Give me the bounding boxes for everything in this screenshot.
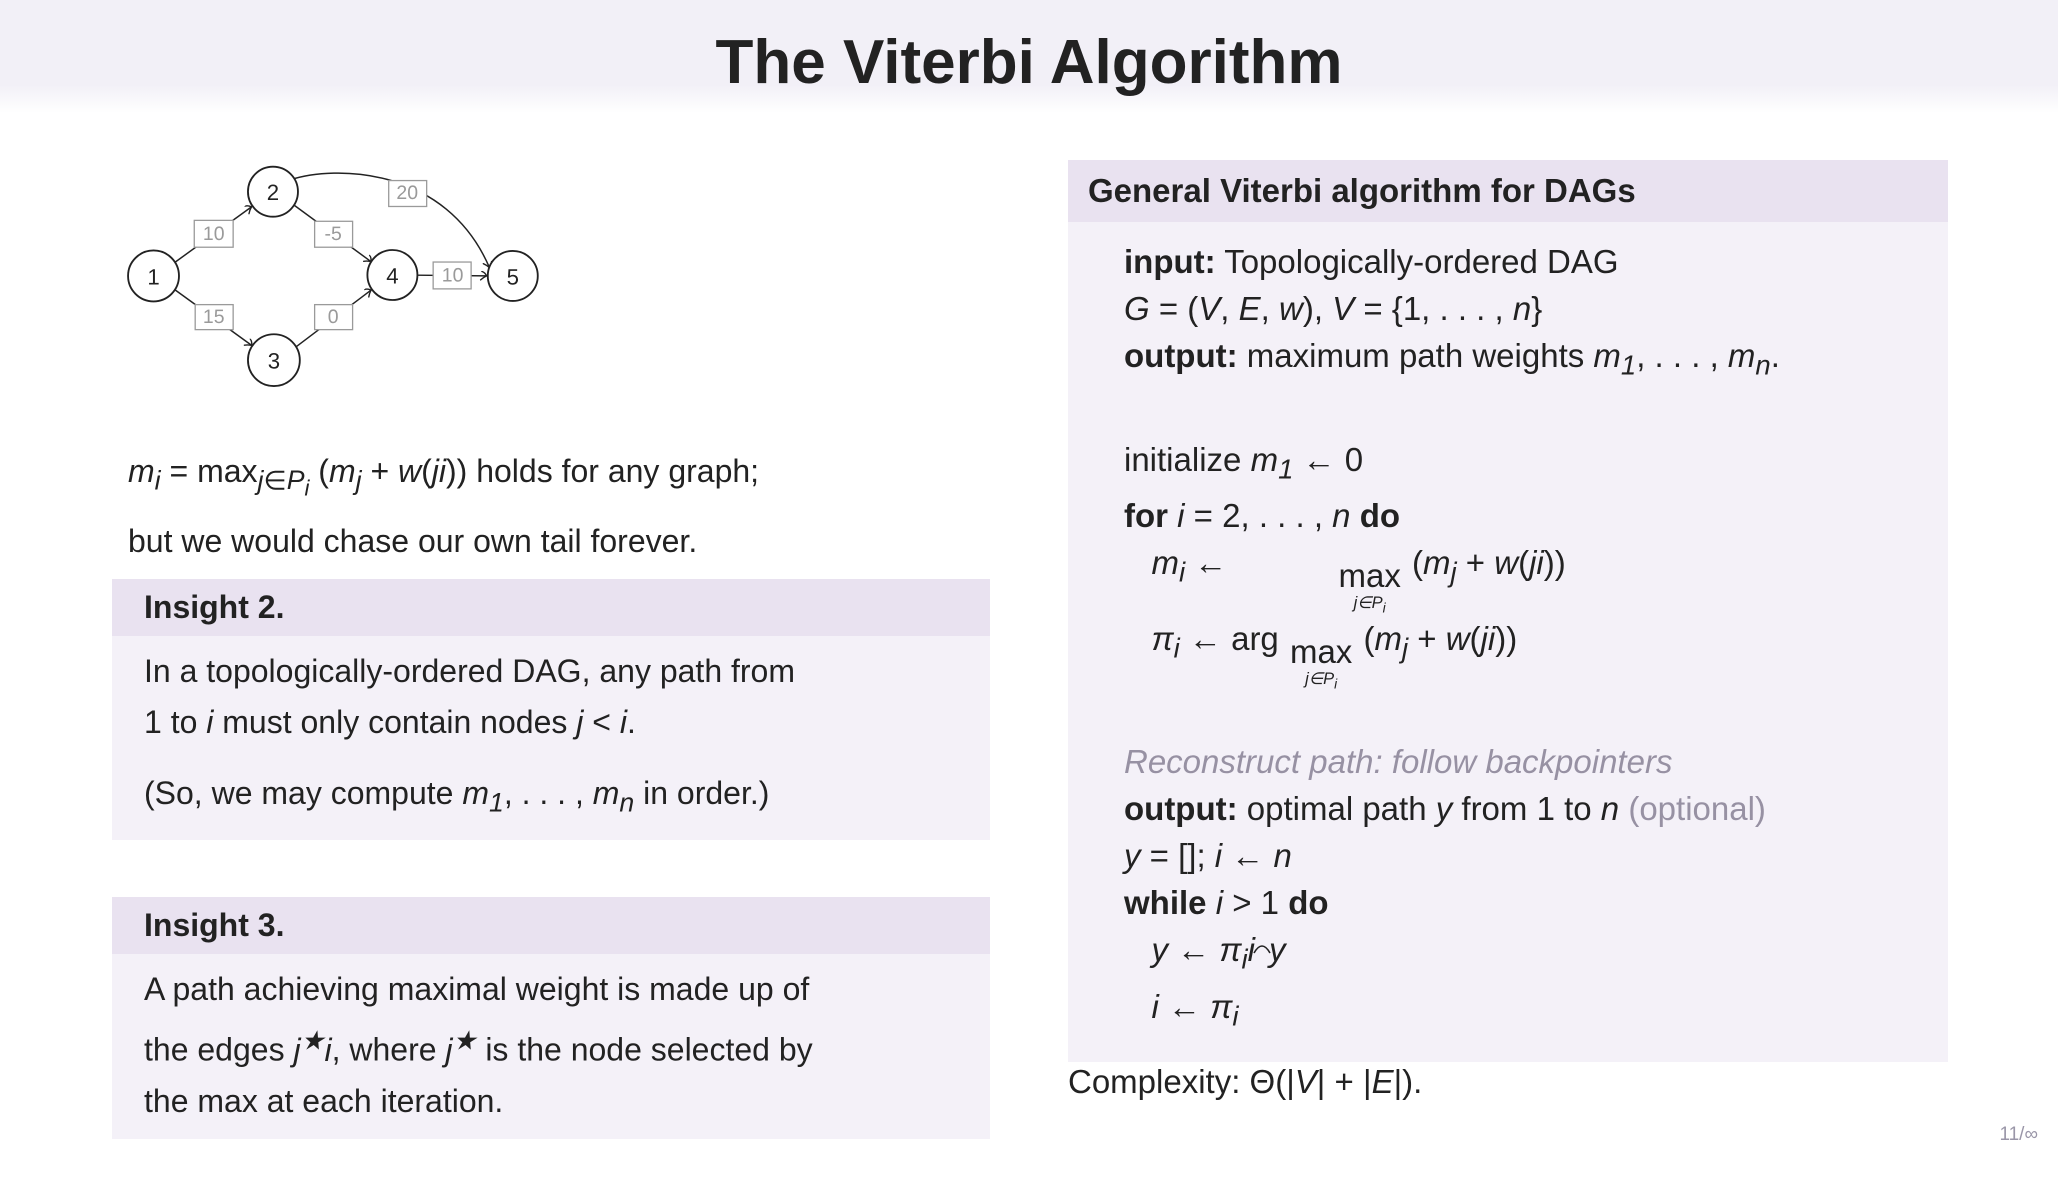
svg-text:3: 3 <box>268 349 280 374</box>
svg-text:5: 5 <box>507 265 519 290</box>
svg-text:15: 15 <box>203 306 225 327</box>
svg-text:0: 0 <box>328 306 339 327</box>
svg-text:2: 2 <box>267 181 279 206</box>
svg-text:20: 20 <box>396 182 418 203</box>
svg-text:-5: -5 <box>324 223 341 244</box>
svg-text:10: 10 <box>442 265 464 286</box>
svg-text:1: 1 <box>147 265 159 290</box>
svg-text:10: 10 <box>203 223 225 244</box>
svg-text:4: 4 <box>386 264 398 289</box>
